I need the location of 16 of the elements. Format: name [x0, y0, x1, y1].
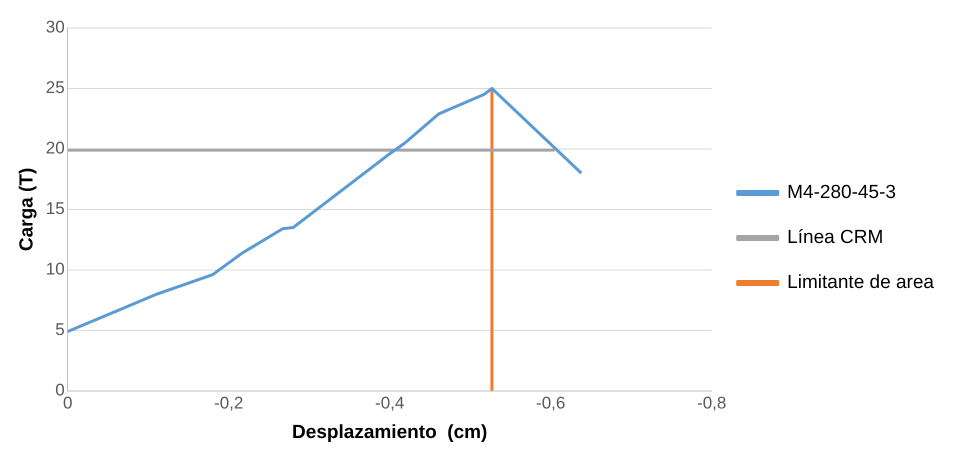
y-tick-label: 0 [55, 380, 65, 400]
y-tick-label: 15 [46, 199, 65, 218]
legend-label: M4-280-45-3 [787, 182, 896, 204]
x-tick-label: -0,6 [536, 394, 566, 413]
x-tick-label: -0,4 [375, 394, 404, 413]
y-tick-label: 20 [46, 138, 65, 158]
legend-label: Limitante de area [787, 272, 934, 294]
y-tick-label: 10 [46, 260, 65, 279]
y-tick-label: 5 [55, 320, 65, 340]
y-tick-label: 30 [46, 18, 65, 37]
x-tick-label: -0,2 [214, 394, 244, 413]
x-tick-label: -0,8 [697, 394, 726, 413]
y-axis-title: Carga (T) [16, 168, 38, 252]
legend-label: Línea CRM [787, 227, 884, 248]
y-tick-label: 25 [46, 78, 65, 98]
x-axis-title: Desplazamiento (cm) [292, 422, 488, 443]
